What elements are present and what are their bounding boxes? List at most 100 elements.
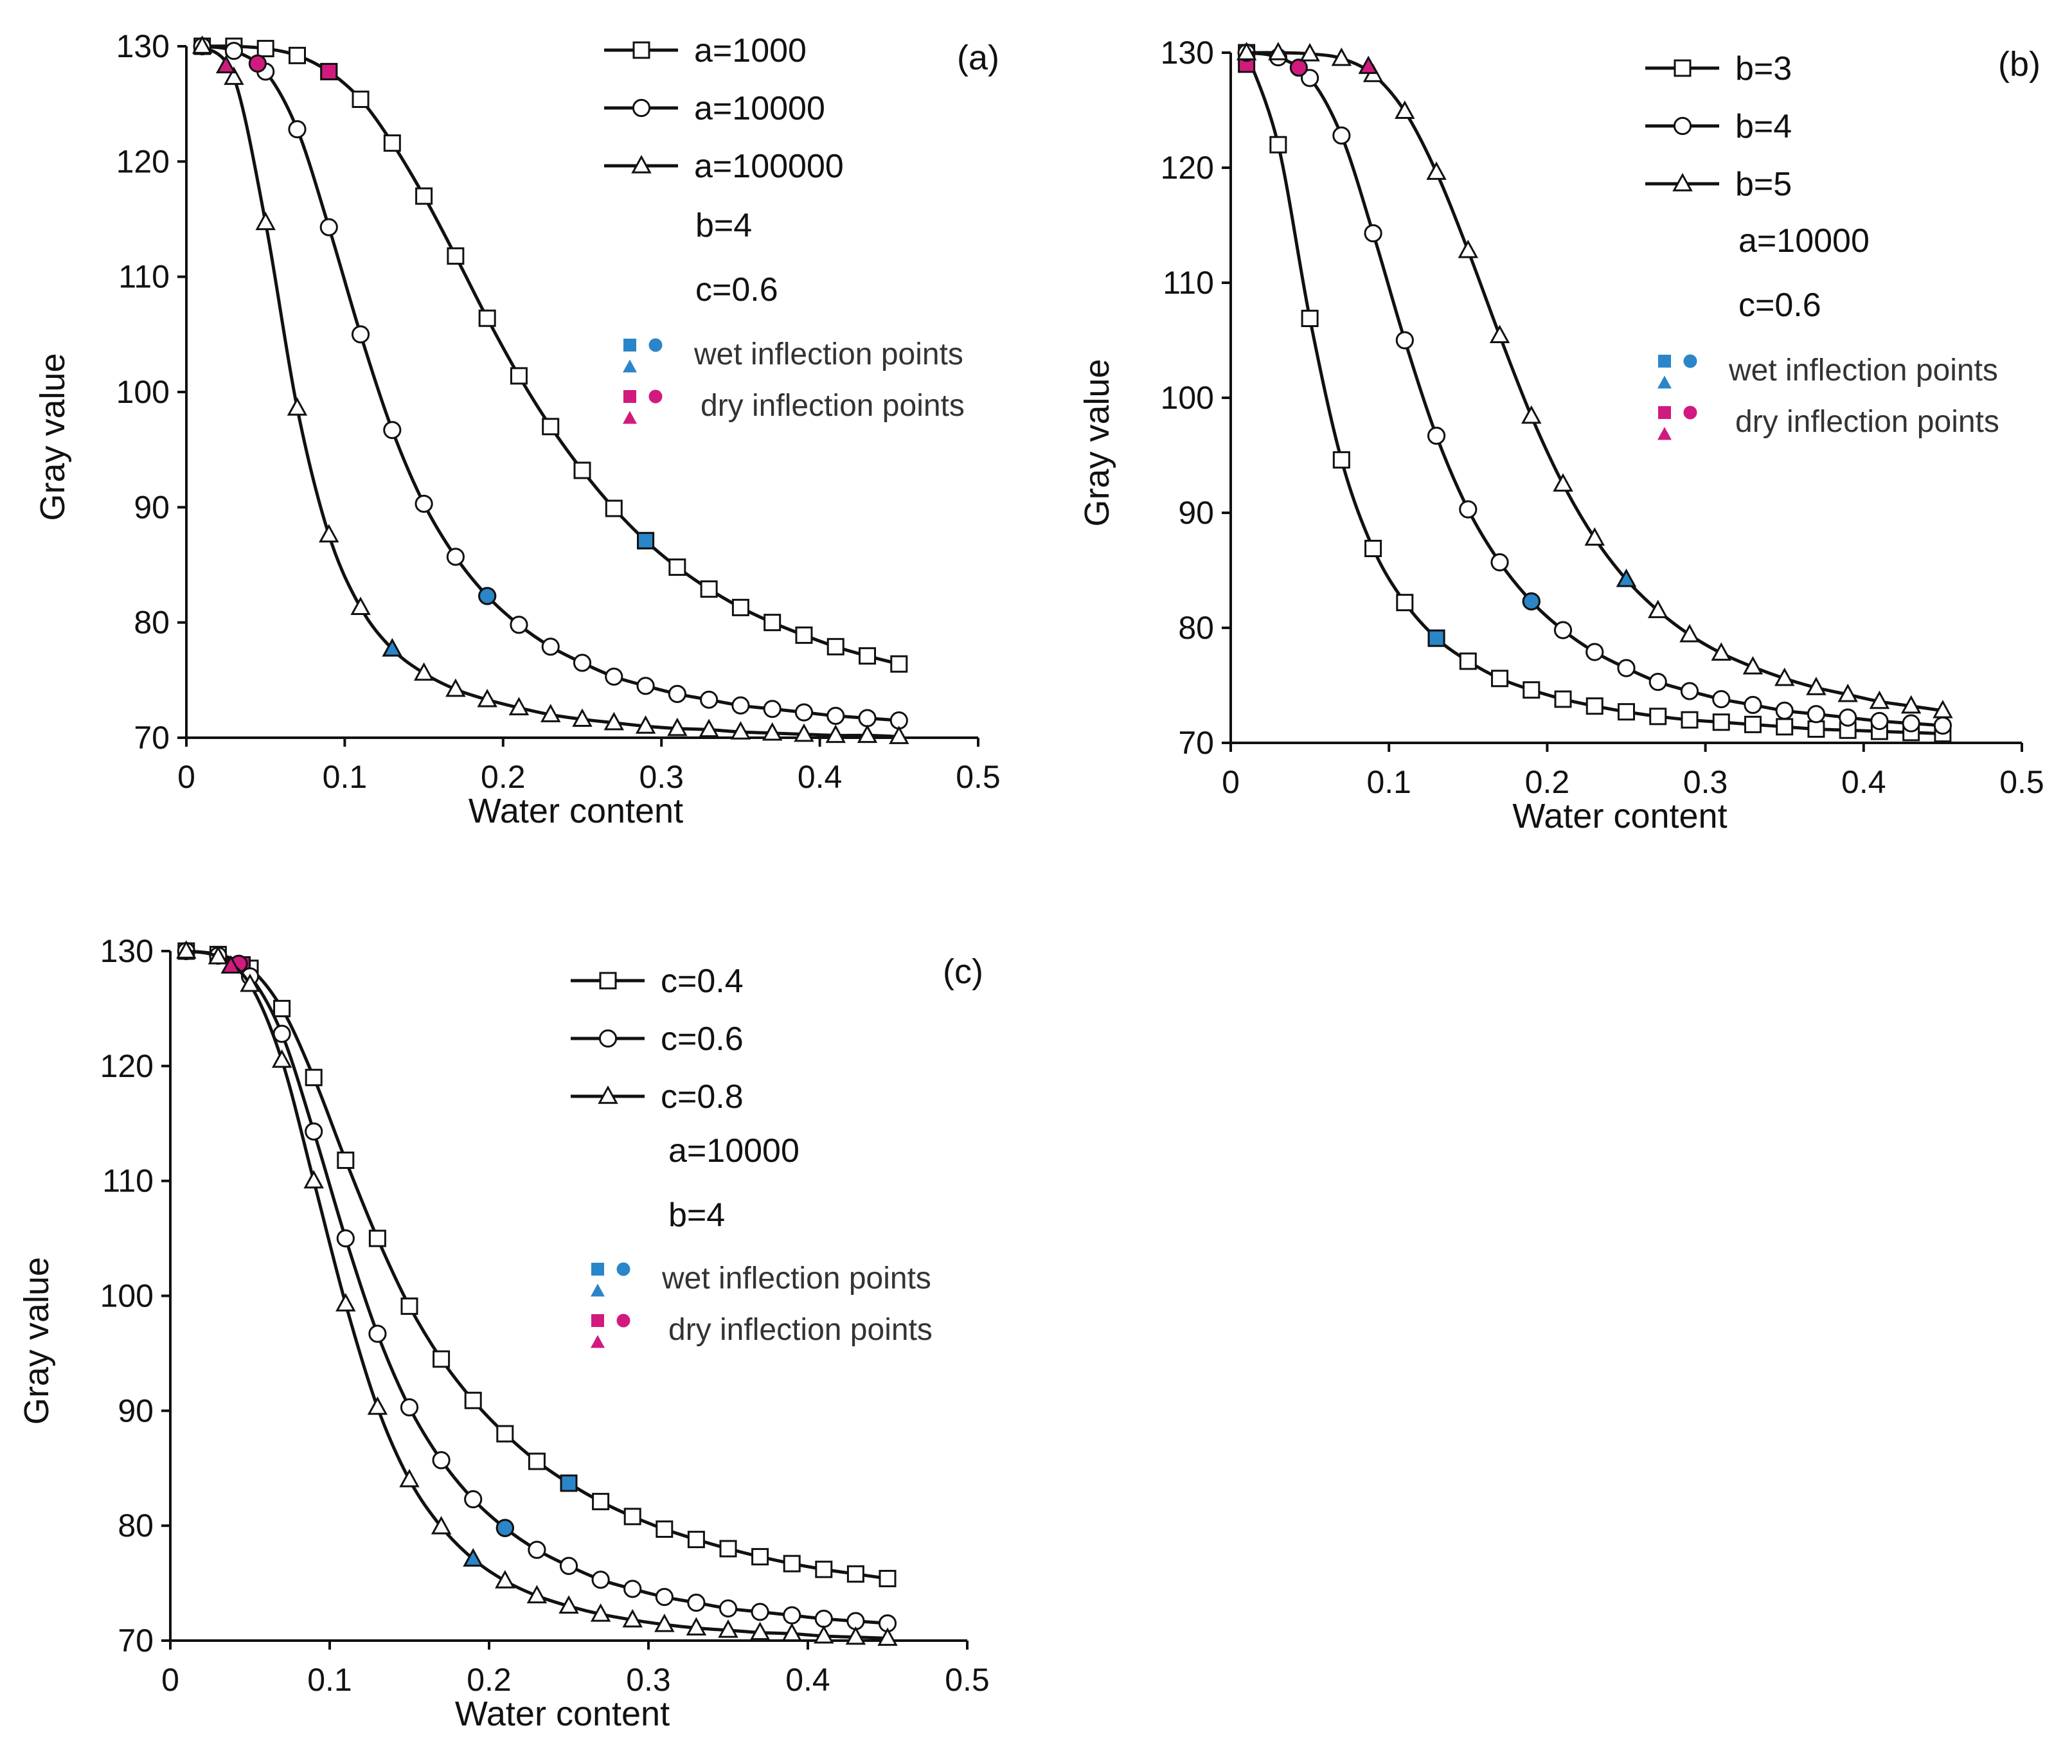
data-point xyxy=(273,999,291,1017)
data-point xyxy=(240,973,260,992)
data-point xyxy=(1617,659,1636,677)
data-point xyxy=(890,655,908,673)
inflection-circle-swatch xyxy=(648,338,663,352)
data-point xyxy=(1744,715,1762,733)
data-point xyxy=(431,1516,452,1535)
data-point xyxy=(636,677,655,695)
legend-marker xyxy=(598,1029,618,1048)
x-tick-label: 0.5 xyxy=(1999,764,2044,800)
param-label: b=4 xyxy=(695,207,752,244)
dry-inflection-label: dry inflection points xyxy=(1735,405,1999,439)
data-point xyxy=(1679,623,1700,643)
data-point xyxy=(1742,655,1764,675)
data-point xyxy=(687,1593,706,1612)
panel-label: (a) xyxy=(957,39,999,77)
data-point xyxy=(857,724,878,744)
y-tick-label: 70 xyxy=(134,720,170,756)
inflection-circle-swatch xyxy=(648,389,663,404)
data-point xyxy=(496,1425,514,1443)
wet-inflection-point xyxy=(496,1519,514,1537)
wet-inflection-point xyxy=(1427,629,1445,647)
data-point xyxy=(1584,527,1605,546)
data-point xyxy=(718,1619,738,1638)
dry-inflection-point xyxy=(215,55,237,74)
data-point xyxy=(1776,718,1794,736)
series-b=5 xyxy=(1236,42,1953,718)
data-point xyxy=(399,1468,420,1488)
y-tick-label: 120 xyxy=(116,143,170,179)
data-point xyxy=(668,558,686,576)
data-point xyxy=(1331,48,1352,66)
data-point xyxy=(1711,642,1731,661)
data-point xyxy=(1648,600,1668,618)
series-c=0.6 xyxy=(177,941,897,1633)
x-axis-label: Water content xyxy=(469,792,683,830)
data-point xyxy=(1459,652,1477,670)
data-point xyxy=(814,1609,833,1628)
wet-inflection-point xyxy=(1616,568,1637,587)
data-point xyxy=(686,1617,707,1636)
y-tick-label: 90 xyxy=(118,1393,154,1429)
data-point xyxy=(591,1571,610,1589)
data-point xyxy=(1395,331,1414,350)
data-point xyxy=(1933,717,1952,735)
data-point xyxy=(367,1396,388,1415)
data-point xyxy=(668,684,686,703)
series-a=10000 xyxy=(193,37,908,730)
data-point xyxy=(1458,239,1479,258)
data-point xyxy=(794,723,814,742)
data-point xyxy=(413,662,434,681)
data-point xyxy=(224,66,244,85)
data-point xyxy=(623,1580,642,1598)
param-label: a=10000 xyxy=(668,1132,799,1170)
data-point xyxy=(762,722,783,741)
data-point xyxy=(1489,325,1510,344)
y-tick-label: 100 xyxy=(116,374,170,410)
data-point xyxy=(622,1608,643,1628)
data-point xyxy=(1268,42,1289,60)
legend-marker xyxy=(1674,59,1692,77)
y-tick-label: 100 xyxy=(1161,380,1214,416)
data-point xyxy=(719,1540,737,1558)
data-point xyxy=(699,718,719,738)
data-point xyxy=(305,1069,323,1087)
data-point xyxy=(783,1606,801,1625)
x-tick-label: 0.1 xyxy=(1366,764,1411,800)
data-point xyxy=(1712,690,1731,709)
data-point xyxy=(1649,708,1667,726)
data-point xyxy=(603,711,625,731)
inflection-triangle-swatch xyxy=(1657,375,1672,389)
data-point xyxy=(351,325,370,344)
wet-inflection-point xyxy=(463,1548,483,1567)
x-tick-label: 0.4 xyxy=(785,1662,830,1698)
data-point xyxy=(1869,690,1890,709)
y-tick-label: 90 xyxy=(1178,495,1214,531)
param-label: c=0.6 xyxy=(1738,287,1821,324)
data-point xyxy=(795,626,813,644)
inflection-triangle-swatch xyxy=(591,1335,605,1348)
x-tick-label: 0.5 xyxy=(945,1662,990,1698)
data-point xyxy=(335,1293,356,1312)
data-point xyxy=(763,700,781,718)
y-axis-label: Gray value xyxy=(1078,359,1116,526)
y-tick-label: 70 xyxy=(1178,725,1214,761)
x-tick-label: 0.4 xyxy=(798,759,843,795)
data-point xyxy=(208,946,229,965)
data-point xyxy=(495,1570,515,1589)
x-tick-label: 0.2 xyxy=(467,1662,512,1698)
data-point xyxy=(368,1324,387,1343)
data-point xyxy=(845,1626,866,1645)
data-point xyxy=(1648,673,1667,691)
data-point xyxy=(1491,670,1509,688)
data-point xyxy=(383,134,401,152)
data-point xyxy=(1807,705,1826,724)
inflection-square-swatch xyxy=(623,339,636,352)
data-point xyxy=(224,42,244,60)
y-tick-label: 120 xyxy=(1161,150,1214,186)
dry-inflection-point xyxy=(248,54,267,73)
legend-marker xyxy=(1672,173,1693,192)
data-point xyxy=(719,1599,738,1618)
inflection-triangle-swatch xyxy=(623,359,637,373)
data-point xyxy=(287,397,308,416)
legend-marker xyxy=(632,98,651,118)
